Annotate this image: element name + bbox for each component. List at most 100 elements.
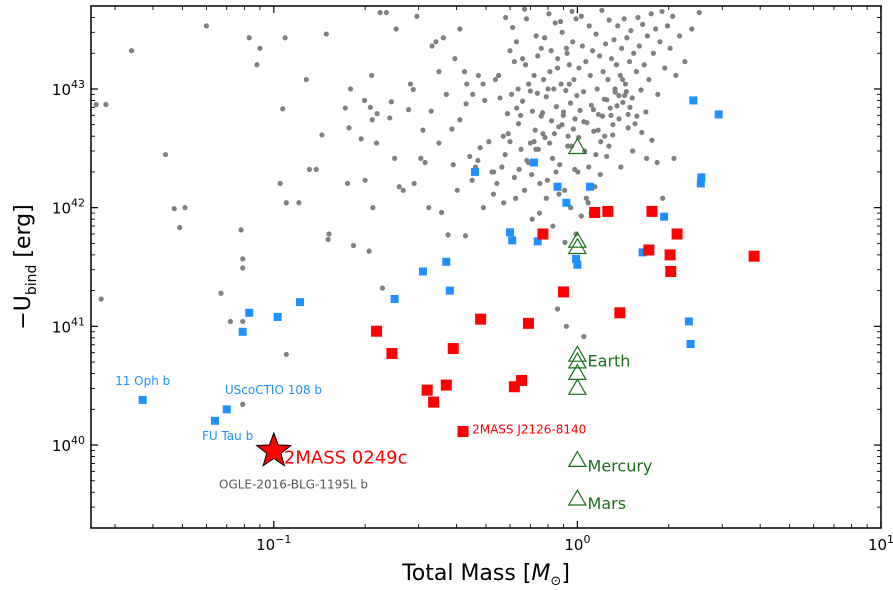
data-point bbox=[667, 45, 673, 51]
data-point bbox=[557, 18, 564, 25]
data-point bbox=[565, 133, 571, 139]
data-point bbox=[410, 86, 416, 93]
data-point bbox=[366, 248, 372, 254]
data-point bbox=[463, 101, 469, 107]
data-point bbox=[515, 121, 522, 127]
annotation-label: Mars bbox=[588, 494, 627, 513]
data-point bbox=[511, 174, 517, 180]
data-point bbox=[567, 100, 574, 106]
data-point bbox=[203, 23, 210, 29]
data-point bbox=[521, 6, 528, 12]
data-point bbox=[563, 45, 570, 51]
data-point bbox=[535, 53, 541, 59]
data-point bbox=[510, 24, 516, 31]
data-point bbox=[98, 296, 104, 302]
data-point bbox=[620, 99, 626, 106]
data-point bbox=[635, 14, 641, 21]
data-point bbox=[748, 250, 760, 262]
tick-label: 1040 bbox=[52, 434, 85, 455]
data-point bbox=[567, 137, 587, 155]
data-point bbox=[522, 317, 534, 329]
data-point bbox=[650, 50, 657, 56]
data-point bbox=[377, 9, 383, 16]
data-point bbox=[383, 9, 390, 16]
data-point bbox=[624, 35, 630, 41]
data-point bbox=[396, 184, 402, 190]
data-point bbox=[541, 76, 547, 83]
data-point bbox=[471, 167, 480, 176]
data-point bbox=[502, 14, 509, 21]
data-point bbox=[573, 260, 582, 269]
data-point bbox=[634, 113, 640, 119]
data-point bbox=[595, 111, 602, 118]
data-point bbox=[390, 294, 399, 303]
data-point bbox=[457, 26, 463, 32]
data-point bbox=[662, 65, 668, 71]
data-point bbox=[426, 205, 432, 211]
data-point bbox=[93, 101, 99, 108]
data-point bbox=[536, 210, 543, 216]
data-point bbox=[593, 151, 599, 158]
data-point bbox=[567, 378, 587, 395]
data-point bbox=[566, 62, 572, 68]
data-point bbox=[296, 298, 305, 307]
data-point bbox=[442, 257, 451, 266]
data-point bbox=[436, 140, 442, 146]
data-point bbox=[103, 101, 109, 108]
data-point bbox=[608, 56, 615, 62]
data-point bbox=[342, 105, 348, 111]
data-point bbox=[546, 11, 552, 17]
data-point bbox=[373, 140, 380, 146]
data-point bbox=[612, 86, 618, 92]
data-point bbox=[492, 76, 499, 83]
data-point bbox=[537, 228, 549, 240]
data-point bbox=[630, 148, 636, 154]
data-point bbox=[414, 13, 420, 19]
data-point bbox=[513, 39, 520, 45]
data-point bbox=[491, 169, 497, 175]
data-point bbox=[436, 69, 442, 75]
data-point bbox=[182, 205, 188, 211]
data-point bbox=[628, 28, 634, 34]
data-point bbox=[714, 110, 723, 119]
data-point bbox=[540, 131, 546, 137]
data-point bbox=[616, 116, 622, 122]
data-point bbox=[538, 113, 544, 119]
data-point bbox=[508, 381, 520, 393]
data-point bbox=[602, 133, 608, 139]
data-point bbox=[659, 8, 665, 15]
data-point bbox=[477, 145, 483, 151]
data-point bbox=[531, 72, 537, 79]
data-point bbox=[567, 450, 587, 467]
data-point bbox=[599, 7, 605, 13]
tick-label: 101 bbox=[868, 533, 893, 554]
data-point bbox=[560, 109, 567, 115]
data-point bbox=[457, 117, 463, 123]
data-point bbox=[526, 81, 532, 87]
data-point bbox=[480, 81, 486, 87]
data-point bbox=[347, 86, 354, 92]
data-point bbox=[558, 81, 564, 87]
data-point bbox=[177, 224, 183, 231]
data-point bbox=[607, 105, 613, 111]
data-point bbox=[643, 244, 655, 256]
data-point bbox=[577, 107, 583, 113]
data-point bbox=[464, 81, 470, 87]
data-point bbox=[407, 81, 414, 87]
data-point bbox=[558, 286, 570, 298]
data-point bbox=[583, 59, 589, 65]
data-point bbox=[572, 116, 578, 122]
data-point bbox=[346, 125, 352, 131]
data-point bbox=[422, 159, 428, 166]
data-point bbox=[467, 153, 473, 160]
data-point bbox=[374, 111, 380, 117]
data-point bbox=[578, 13, 584, 19]
data-point bbox=[610, 132, 616, 138]
data-point bbox=[344, 180, 351, 187]
data-point bbox=[625, 111, 631, 118]
data-point bbox=[490, 191, 497, 197]
data-point bbox=[522, 62, 529, 68]
data-point bbox=[386, 348, 398, 360]
data-point bbox=[623, 89, 629, 95]
